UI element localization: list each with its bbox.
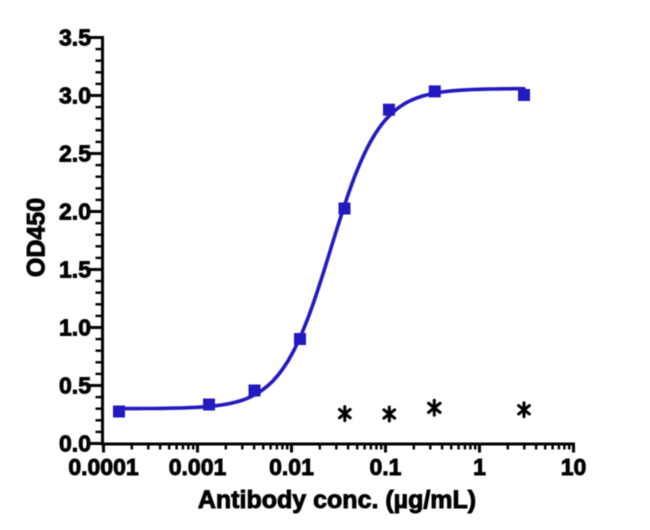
svg-text:0.0001: 0.0001: [68, 454, 139, 480]
svg-text:0.5: 0.5: [59, 373, 91, 399]
svg-text:0.1: 0.1: [370, 454, 402, 480]
svg-text:0.01: 0.01: [269, 454, 314, 480]
svg-text:1.5: 1.5: [59, 257, 91, 283]
svg-text:3.5: 3.5: [59, 25, 91, 51]
svg-text:2.5: 2.5: [59, 141, 91, 167]
svg-text:0.001: 0.001: [169, 454, 227, 480]
svg-text:1.0: 1.0: [59, 315, 91, 341]
svg-text:10: 10: [561, 454, 587, 480]
svg-text:2.0: 2.0: [59, 199, 91, 225]
svg-text:OD450: OD450: [23, 198, 51, 277]
svg-text:0.0: 0.0: [59, 431, 91, 457]
svg-text:3.0: 3.0: [59, 83, 91, 109]
svg-text:Antibody conc. (µg/mL): Antibody conc. (µg/mL): [198, 486, 476, 514]
svg-text:1: 1: [473, 454, 486, 480]
